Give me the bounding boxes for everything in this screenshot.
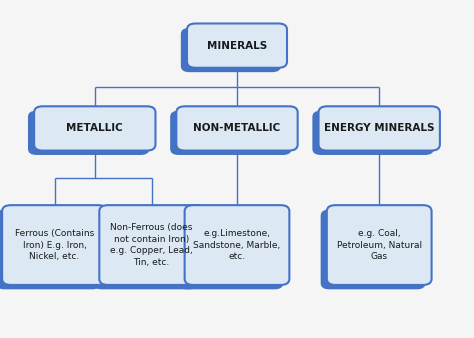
FancyBboxPatch shape <box>2 205 107 285</box>
Text: METALLIC: METALLIC <box>66 123 123 134</box>
Text: MINERALS: MINERALS <box>207 41 267 51</box>
Text: e.g.Limestone,
Sandstone, Marble,
etc.: e.g.Limestone, Sandstone, Marble, etc. <box>193 229 281 261</box>
Text: Non-Ferrous (does
not contain Iron)
e.g. Copper, Lead,
Tin, etc.: Non-Ferrous (does not contain Iron) e.g.… <box>110 223 193 267</box>
Text: Ferrous (Contains
Iron) E.g. Iron,
Nickel, etc.: Ferrous (Contains Iron) E.g. Iron, Nicke… <box>15 229 94 261</box>
FancyBboxPatch shape <box>181 28 281 72</box>
FancyBboxPatch shape <box>327 205 431 285</box>
FancyBboxPatch shape <box>34 106 155 151</box>
FancyBboxPatch shape <box>0 210 100 289</box>
FancyBboxPatch shape <box>320 210 425 289</box>
FancyBboxPatch shape <box>187 24 287 68</box>
Text: ENERGY MINERALS: ENERGY MINERALS <box>324 123 435 134</box>
FancyBboxPatch shape <box>93 210 198 289</box>
FancyBboxPatch shape <box>176 106 298 151</box>
FancyBboxPatch shape <box>28 111 149 155</box>
FancyBboxPatch shape <box>100 205 204 285</box>
FancyBboxPatch shape <box>319 106 440 151</box>
Text: NON-METALLIC: NON-METALLIC <box>193 123 281 134</box>
FancyBboxPatch shape <box>170 111 292 155</box>
Text: e.g. Coal,
Petroleum, Natural
Gas: e.g. Coal, Petroleum, Natural Gas <box>337 229 422 261</box>
FancyBboxPatch shape <box>312 111 434 155</box>
FancyBboxPatch shape <box>184 205 289 285</box>
FancyBboxPatch shape <box>178 210 283 289</box>
